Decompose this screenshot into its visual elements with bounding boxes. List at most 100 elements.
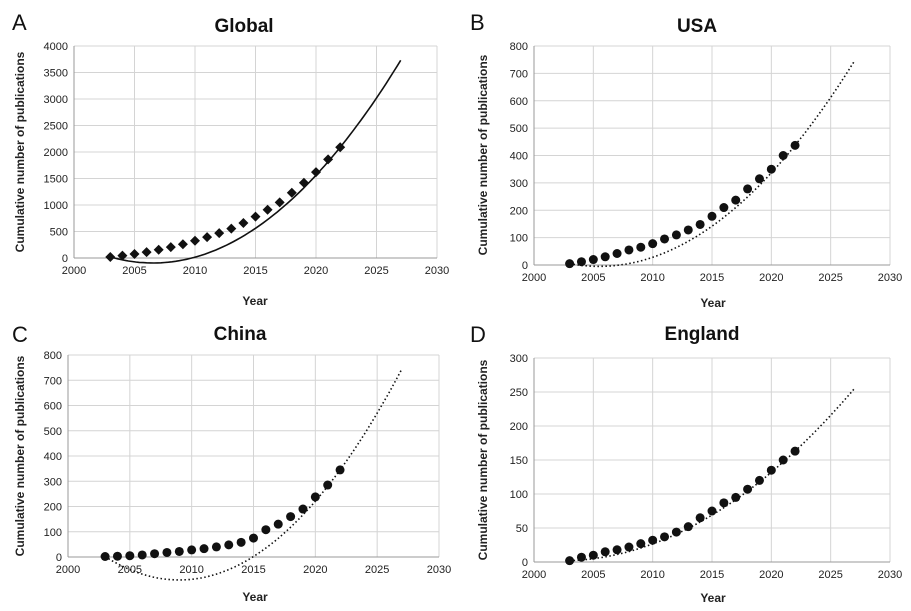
data-point: [624, 542, 634, 552]
data-point: [565, 259, 575, 269]
data-point: [660, 532, 670, 542]
y-tick-label: 200: [510, 205, 528, 217]
x-tick-label: 2010: [183, 265, 207, 277]
y-tick-label: 0: [62, 253, 68, 265]
data-point: [214, 228, 225, 239]
panel-letter: C: [12, 322, 28, 347]
data-point: [249, 533, 258, 543]
x-tick-label: 2025: [818, 569, 842, 581]
data-point: [600, 547, 610, 557]
panel-letter: D: [470, 322, 486, 347]
y-tick-label: 700: [510, 68, 528, 80]
x-tick-label: 2030: [878, 272, 902, 284]
y-tick-label: 200: [44, 502, 62, 514]
data-point: [648, 535, 658, 545]
data-point: [112, 551, 122, 561]
data-point: [600, 252, 610, 262]
x-tick-label: 2020: [759, 272, 783, 284]
y-tick-label: 50: [516, 523, 528, 535]
data-point: [273, 519, 283, 529]
x-tick-label: 2020: [304, 265, 328, 277]
y-tick-label: 250: [510, 387, 528, 399]
data-point: [211, 542, 221, 552]
x-tick-label: 2025: [365, 564, 389, 576]
y-tick-label: 0: [522, 557, 528, 569]
data-point: [707, 506, 717, 516]
x-tick-label: 2000: [522, 272, 546, 284]
x-tick-label: 2005: [581, 272, 605, 284]
y-tick-label: 800: [44, 350, 62, 362]
data-point: [137, 550, 147, 560]
data-point: [790, 446, 800, 456]
y-tick-label: 0: [56, 552, 62, 564]
y-tick-label: 300: [510, 178, 528, 190]
data-point: [731, 195, 741, 205]
data-point: [323, 154, 334, 165]
x-tick-label: 2030: [425, 265, 449, 277]
data-point: [190, 235, 200, 246]
data-point: [165, 242, 176, 253]
data-point: [323, 480, 333, 490]
x-tick-label: 2015: [243, 265, 267, 277]
y-axis-title: Cumulative number of publications: [476, 54, 490, 255]
x-tick-label: 2025: [364, 265, 388, 277]
chart-title: China: [214, 324, 267, 345]
data-point: [150, 549, 160, 559]
data-point: [719, 203, 729, 213]
data-point: [719, 498, 729, 508]
x-tick-label: 2030: [427, 564, 451, 576]
y-tick-label: 100: [510, 489, 528, 501]
chart-panel-b: B USA 2000 2005 2010 2015 2020 2025 2030 0 100 200 3…: [470, 10, 902, 310]
data-point: [162, 547, 172, 557]
x-axis-title: Year: [242, 590, 268, 604]
data-point: [636, 242, 646, 252]
data-point: [224, 540, 234, 550]
data-point: [226, 223, 237, 234]
y-tick-label: 400: [44, 451, 62, 463]
data-point: [177, 239, 188, 250]
x-axis-title: Year: [700, 591, 726, 605]
x-tick-label: 2020: [303, 564, 327, 576]
data-point: [238, 218, 249, 229]
y-tick-label: 200: [510, 421, 528, 433]
data-point: [125, 551, 135, 561]
data-point: [660, 234, 670, 244]
x-axis-title: Year: [700, 296, 726, 310]
data-point: [298, 177, 309, 188]
y-tick-label: 3500: [44, 68, 68, 80]
y-tick-label: 4000: [44, 41, 68, 53]
trend-line: [110, 59, 402, 264]
data-point: [250, 211, 261, 222]
data-point: [731, 492, 741, 502]
data-point: [311, 167, 321, 178]
y-tick-label: 500: [50, 227, 68, 239]
data-point: [153, 244, 164, 255]
y-tick-label: 3000: [44, 94, 68, 106]
data-point: [707, 211, 717, 221]
data-point: [648, 239, 658, 249]
data-point: [695, 513, 705, 523]
data-point: [766, 164, 776, 174]
data-point: [636, 539, 646, 549]
data-point: [612, 545, 622, 555]
panel-letter: B: [470, 10, 485, 35]
y-tick-label: 600: [510, 96, 528, 108]
data-point: [671, 230, 681, 240]
data-point: [612, 249, 622, 259]
data-point: [588, 550, 598, 560]
y-tick-label: 0: [522, 260, 528, 272]
y-tick-label: 600: [44, 401, 62, 413]
data-point: [565, 556, 575, 566]
x-tick-label: 2000: [522, 569, 546, 581]
y-tick-label: 400: [510, 151, 528, 163]
data-point: [683, 522, 693, 532]
x-tick-label: 2005: [122, 265, 146, 277]
x-tick-label: 2025: [818, 272, 842, 284]
data-point: [174, 546, 184, 556]
data-point: [286, 187, 297, 198]
data-point: [236, 537, 246, 547]
trend-line: [569, 388, 856, 562]
y-axis-title: Cumulative number of publications: [13, 355, 27, 556]
data-point: [743, 484, 753, 494]
